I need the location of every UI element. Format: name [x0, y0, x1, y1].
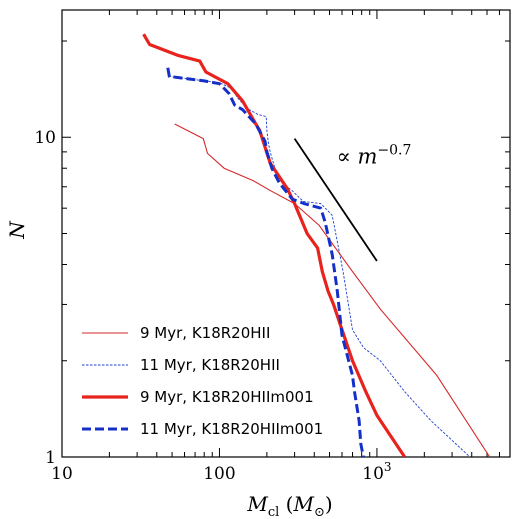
series-line-4 — [166, 67, 365, 457]
reference-slope-line — [293, 138, 378, 262]
x-tick-label: 100 — [203, 464, 235, 484]
x-tick-label: 10 — [51, 464, 73, 484]
y-tick-label: 1 — [45, 448, 56, 468]
legend-label-4: 11 Myr, K18R20HIIm001 — [140, 420, 323, 438]
legend-label-2: 11 Myr, K18R20HII — [140, 356, 280, 374]
legend: 9 Myr, K18R20HII 11 Myr, K18R20HII 9 Myr, … — [82, 324, 323, 438]
x-tick-label: 103 — [362, 460, 391, 484]
legend-label-3: 9 Myr, K18R20HIIm001 — [140, 388, 314, 406]
x-axis-title: Mcl (M⊙) — [246, 492, 332, 519]
series-line-1 — [174, 123, 491, 457]
series-layer — [142, 33, 491, 457]
reference-slope-label: ∝ m−0.7 — [337, 143, 412, 169]
legend-label-1: 9 Myr, K18R20HII — [140, 324, 270, 342]
y-tick-label: 10 — [34, 128, 56, 148]
y-axis-title: N — [5, 220, 29, 240]
annotation-layer: ∝ m−0.7 — [293, 138, 412, 262]
